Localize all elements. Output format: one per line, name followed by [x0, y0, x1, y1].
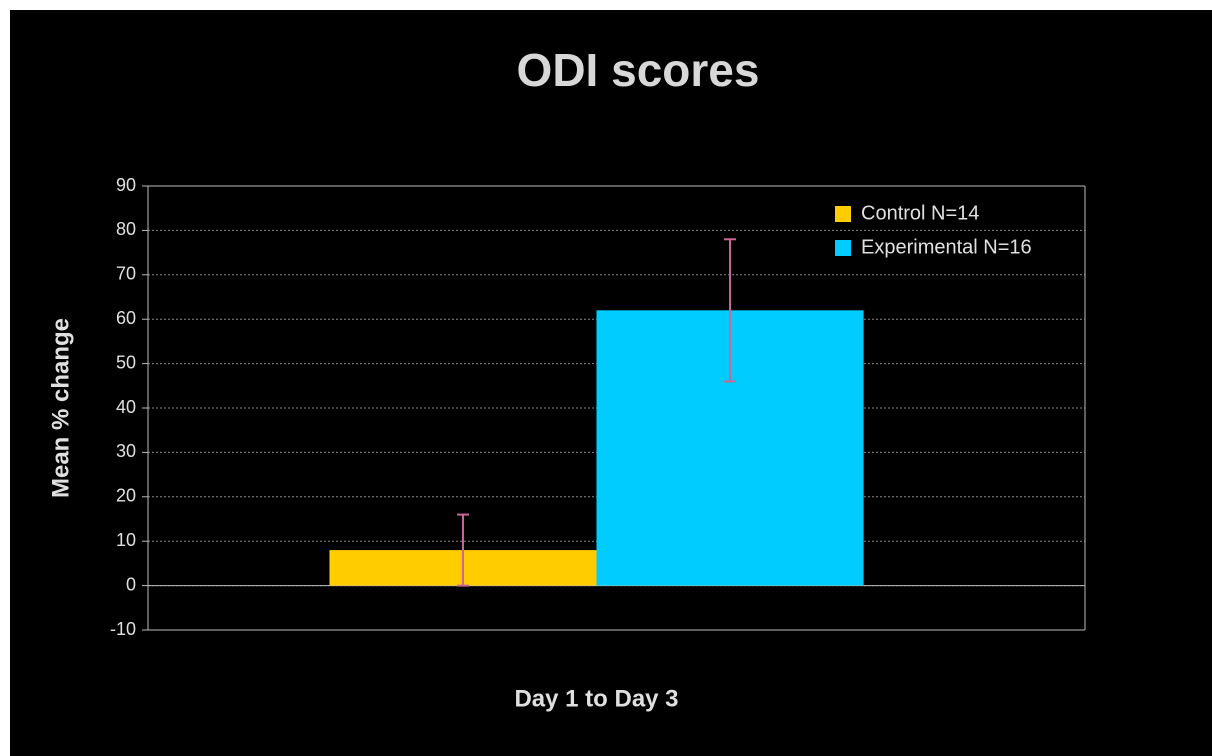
y-tick-label: 50 [116, 352, 136, 372]
legend-swatch [835, 240, 851, 256]
legend-swatch [835, 206, 851, 222]
legend-label: Experimental N=16 [861, 236, 1032, 258]
y-tick-label: 0 [126, 574, 136, 594]
y-tick-label: 60 [116, 308, 136, 328]
chart-title: ODI scores [517, 44, 760, 96]
error-bar [724, 238, 737, 383]
y-tick-label: 30 [116, 441, 136, 461]
y-tick-label: 90 [116, 175, 136, 195]
y-axis-label: Mean % change [47, 318, 74, 498]
y-tick-label: 40 [116, 397, 136, 417]
y-tick-label: 20 [116, 486, 136, 506]
x-tick-label: Day 1 to Day 3 [514, 685, 678, 712]
y-tick-label: -10 [110, 619, 136, 639]
error-bar [456, 513, 469, 587]
y-tick-label: 80 [116, 219, 136, 239]
y-tick-label: 10 [116, 530, 136, 550]
legend-label: Control N=14 [861, 202, 979, 224]
y-tick-label: 70 [116, 264, 136, 284]
